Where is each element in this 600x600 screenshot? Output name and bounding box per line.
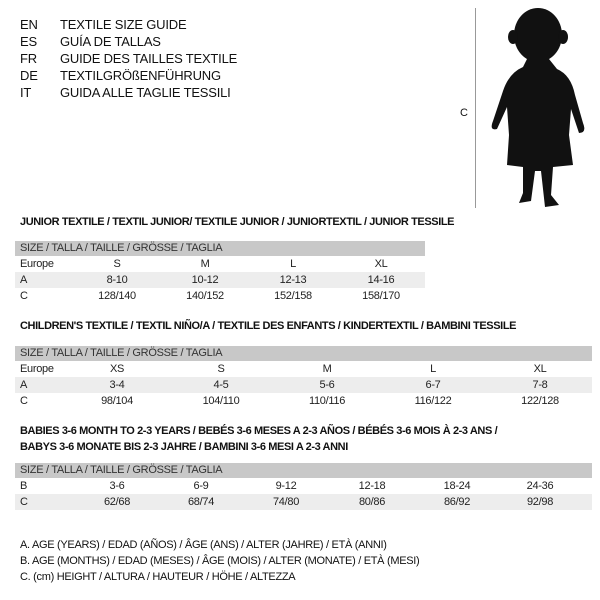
table-cell: 24-36 [526,480,554,492]
table-cell: 3-4 [109,379,125,391]
height-measure-line [475,8,476,208]
table-cell: 62/68 [103,496,131,508]
table-cell: 80/86 [358,496,386,508]
row-label: A [20,379,28,391]
table-header: SIZE / TALLA / TAILLE / GRÖSSE / TAGLIA [15,346,592,361]
table-cell: S [113,258,121,270]
babies-size-table: SIZE / TALLA / TAILLE / GRÖSSE / TAGLIA … [15,463,592,510]
table-cell: 7-8 [532,379,548,391]
children-size-table: SIZE / TALLA / TAILLE / GRÖSSE / TAGLIA … [15,346,592,409]
row-label: A [20,274,28,286]
row-label: B [20,480,28,492]
legend-c: C. (cm) HEIGHT / ALTURA / HAUTEUR / HÖHE… [20,571,296,583]
table-header: SIZE / TALLA / TAILLE / GRÖSSE / TAGLIA [15,241,425,256]
table-cell: L [290,258,296,270]
table-cell: 74/80 [272,496,300,508]
table-cell: 86/92 [443,496,471,508]
table-cell: 140/152 [186,290,224,302]
language-title: GUÍA DE TALLAS [60,34,161,49]
table-cell: M [322,363,332,375]
table-cell: 3-6 [109,480,125,492]
table-row: Europe S M L XL [15,256,425,272]
language-code: IT [20,85,32,100]
table-cell: 6-9 [193,480,209,492]
table-cell: 6-7 [425,379,441,391]
row-label: C [20,395,28,407]
table-cell: 4-5 [213,379,229,391]
legend-a: A. AGE (YEARS) / EDAD (AÑOS) / ÂGE (ANS)… [20,539,387,551]
table-cell: 116/122 [414,395,452,407]
child-silhouette-icon [491,8,585,207]
table-cell: 12-13 [279,274,307,286]
table-row: C 62/68 68/74 74/80 80/86 86/92 92/98 [15,494,592,510]
child-silhouette-figure: C [455,0,600,212]
row-label: Europe [20,258,54,270]
table-cell: M [200,258,210,270]
babies-section-title-line2: BABYS 3-6 MONATE BIS 2-3 JAHRE / BAMBINI… [20,441,348,453]
table-row: B 3-6 6-9 9-12 12-18 18-24 24-36 [15,478,592,494]
language-title: TEXTILGRÖßENFÜHRUNG [60,68,221,83]
table-cell: 110/116 [308,395,346,407]
table-cell: 128/140 [98,290,136,302]
table-cell: L [430,363,436,375]
table-cell: XS [109,363,125,375]
junior-size-table: SIZE / TALLA / TAILLE / GRÖSSE / TAGLIA … [15,241,425,304]
table-header: SIZE / TALLA / TAILLE / GRÖSSE / TAGLIA [15,463,592,478]
table-cell: 12-18 [358,480,386,492]
table-cell: 10-12 [191,274,219,286]
table-row: Europe XS S M L XL [15,361,592,377]
table-row: C 98/104 104/110 110/116 116/122 122/128 [15,393,592,409]
table-row: C 128/140 140/152 152/158 158/170 [15,288,425,304]
legend-b: B. AGE (MONTHS) / EDAD (MESES) / ÂGE (MO… [20,555,420,567]
children-section-title: CHILDREN'S TEXTILE / TEXTIL NIÑO/A / TEX… [20,320,516,332]
children-title-text: CHILDREN'S TEXTILE / TEXTIL NIÑO/A / TEX… [20,320,517,332]
language-code: DE [20,68,38,83]
table-cell: 98/104 [101,395,133,407]
language-code: EN [20,17,38,32]
language-title: TEXTILE SIZE GUIDE [60,17,187,32]
row-label: Europe [20,363,54,375]
table-row: A 3-4 4-5 5-6 6-7 7-8 [15,377,592,393]
table-cell: 8-10 [106,274,128,286]
table-cell: 18-24 [443,480,471,492]
row-label: C [20,496,28,508]
table-cell: XL [533,363,547,375]
table-cell: 92/98 [526,496,554,508]
babies-section-title-line1: BABIES 3-6 MONTH TO 2-3 YEARS / BEBÉS 3-… [20,425,498,437]
language-code: FR [20,51,37,66]
table-cell: XL [374,258,388,270]
table-cell: 5-6 [319,379,335,391]
table-cell: 14-16 [367,274,395,286]
table-cell: 104/110 [202,395,240,407]
height-measure-label: C [460,107,468,119]
table-cell: S [217,363,225,375]
table-cell: 158/170 [362,290,400,302]
language-title: GUIDA ALLE TAGLIE TESSILI [60,85,231,100]
table-cell: 152/158 [274,290,312,302]
table-cell: 68/74 [187,496,215,508]
language-title: GUIDE DES TAILLES TEXTILE [60,51,238,66]
table-row: A 8-10 10-12 12-13 14-16 [15,272,425,288]
table-cell: 122/128 [521,395,559,407]
row-label: C [20,290,28,302]
language-code: ES [20,34,37,49]
table-cell: 9-12 [275,480,297,492]
junior-section-title: JUNIOR TEXTILE / TEXTIL JUNIOR/ TEXTILE … [20,216,455,228]
